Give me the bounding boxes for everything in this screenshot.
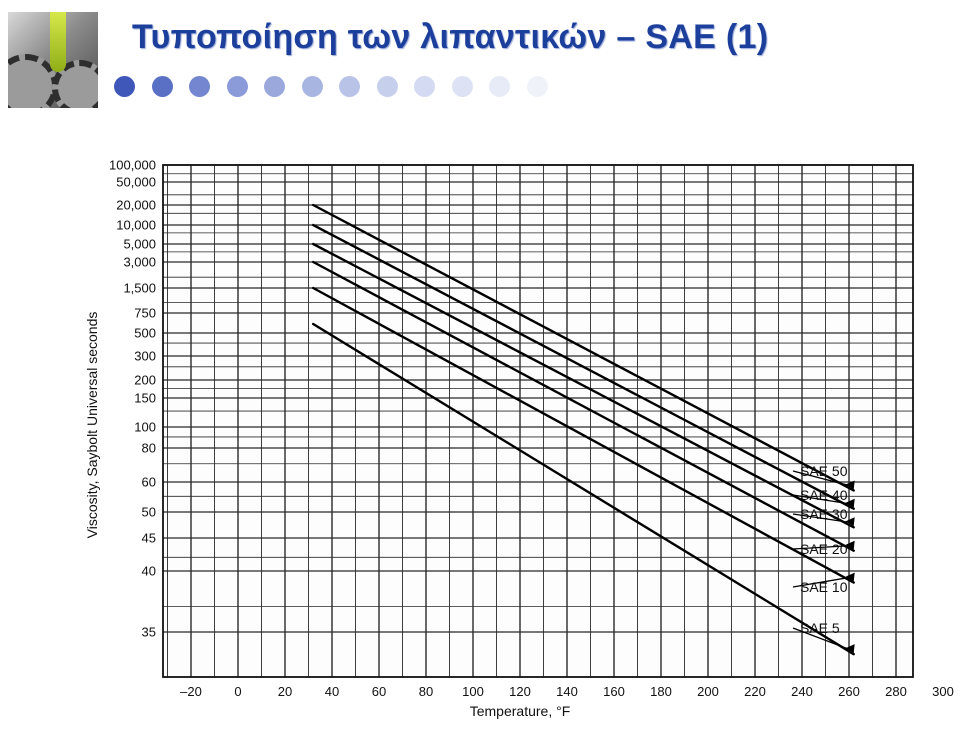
series-label-arrowhead [845, 517, 855, 527]
decorative-dot [114, 76, 135, 97]
decorative-dot [451, 76, 473, 97]
series-line [312, 203, 855, 492]
series-label: SAE 10 [800, 579, 848, 595]
series-line [312, 242, 855, 529]
y-tick-label: 10,000 [116, 218, 156, 233]
series-label: SAE 50 [800, 463, 848, 479]
series-label-arrowhead [845, 540, 855, 550]
x-tick-label: 80 [419, 684, 433, 699]
x-tick-label: 180 [650, 684, 672, 699]
series-label-arrow [792, 513, 849, 523]
series-label: SAE 5 [800, 620, 840, 636]
y-tick-label: 200 [134, 373, 156, 388]
x-tick-label: 220 [744, 684, 766, 699]
y-tick-label: 80 [142, 441, 156, 456]
series-line [312, 260, 855, 552]
gear-oil-icon [8, 12, 98, 108]
y-tick-label: 45 [142, 531, 156, 546]
plot-area [163, 165, 913, 677]
y-tick-label: 100 [134, 420, 156, 435]
decorative-dot [414, 76, 435, 97]
x-tick-label: 280 [885, 684, 907, 699]
x-tick-label: 160 [603, 684, 625, 699]
series-label: SAE 20 [800, 541, 848, 557]
x-tick-label: 40 [325, 684, 339, 699]
y-tick-label: 300 [134, 349, 156, 364]
decorative-dot [489, 76, 510, 97]
series-label-arrow [792, 494, 849, 505]
decorative-dot [339, 76, 360, 97]
series-label-arrow [792, 576, 849, 588]
x-tick-label: 100 [462, 684, 484, 699]
y-tick-label: 3,000 [123, 255, 156, 270]
series-label-arrowhead [845, 498, 855, 508]
y-tick-label: 750 [134, 306, 156, 321]
y-tick-label: 35 [142, 625, 156, 640]
x-tick-label: 0 [234, 684, 241, 699]
series-label-arrowhead [845, 572, 855, 582]
x-tick-label: –20 [180, 684, 202, 699]
x-tick-label: 200 [697, 684, 719, 699]
y-tick-label: 500 [134, 326, 156, 341]
decorative-dot [151, 76, 173, 97]
y-axis-label: Viscosity, Saybolt Universal seconds [84, 312, 100, 539]
y-tick-label: 20,000 [116, 198, 156, 213]
series-line [312, 223, 855, 510]
decorative-dot [189, 76, 210, 97]
x-tick-label: 60 [372, 684, 386, 699]
decorative-dot [226, 76, 248, 97]
series-label-arrowhead [845, 644, 855, 654]
y-tick-label: 1,500 [123, 281, 156, 296]
x-tick-label: 240 [791, 684, 813, 699]
y-tick-label: 50,000 [116, 175, 156, 190]
y-tick-label: 40 [142, 564, 156, 579]
decorative-dot [376, 76, 398, 97]
x-tick-label: 120 [509, 684, 531, 699]
y-tick-label: 150 [134, 391, 156, 406]
slide-title: Τυποποίηση των λιπαντικών – SAE (1) [132, 18, 769, 56]
y-tick-label: 5,000 [123, 237, 156, 252]
y-tick-label: 50 [142, 505, 156, 520]
y-tick-label: 60 [142, 475, 156, 490]
series-line [312, 286, 855, 584]
y-tick-label: 100,000 [109, 158, 156, 173]
x-axis-label: Temperature, °F [470, 703, 571, 719]
series-label-arrow [792, 470, 849, 487]
x-tick-label: 140 [556, 684, 578, 699]
series-label-arrowhead [845, 480, 855, 490]
x-tick-label: 300 [932, 684, 954, 699]
decorative-dot [301, 76, 323, 97]
series-line [312, 322, 855, 656]
x-tick-label: 260 [838, 684, 860, 699]
decorative-dot [264, 76, 285, 97]
plot-frame [162, 164, 914, 678]
x-tick-label: 20 [278, 684, 292, 699]
decorative-dot [526, 76, 548, 97]
series-label: SAE 40 [800, 487, 848, 503]
series-label-arrow [792, 545, 849, 550]
series-label: SAE 30 [800, 506, 848, 522]
series-label-arrow [792, 627, 849, 650]
